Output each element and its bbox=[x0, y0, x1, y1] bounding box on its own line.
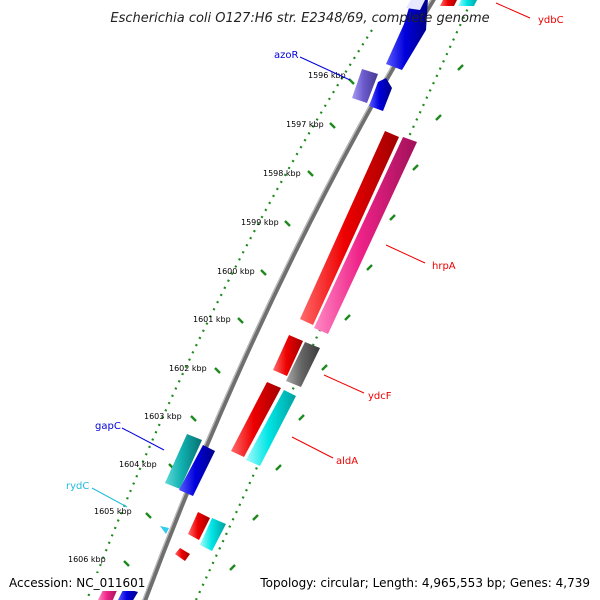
genome-summary: Topology: circular; Length: 4,965,553 bp… bbox=[259, 576, 590, 590]
gene-arrow-azoR[interactable] bbox=[369, 78, 392, 111]
kbp-label: 1602 kbp bbox=[169, 364, 207, 373]
kbp-label: 1605 kbp bbox=[94, 507, 132, 516]
gene-arrow-aldA[interactable] bbox=[246, 390, 296, 466]
gene-arrow-cyan-lower[interactable] bbox=[200, 518, 226, 551]
gene-arrow-slate[interactable] bbox=[352, 69, 378, 103]
kbp-label: 1596 kbp bbox=[308, 71, 346, 80]
gene-arrow-ydbC[interactable] bbox=[440, 0, 458, 6]
genome-title: Escherichia coli O127:H6 str. E2348/69, … bbox=[110, 11, 489, 26]
kbp-label: 1601 kbp bbox=[193, 315, 231, 324]
gene-arrow-red-tiny[interactable] bbox=[175, 548, 190, 561]
accession-label: Accession: NC_011601 bbox=[9, 576, 145, 590]
gene-arrow-gapC[interactable] bbox=[165, 434, 202, 489]
gene-arrow-red-long[interactable] bbox=[300, 131, 399, 325]
kbp-label: 1603 kbp bbox=[144, 412, 182, 421]
gene-label-azoR[interactable]: azoR bbox=[274, 50, 298, 61]
kbp-label: 1600 kbp bbox=[217, 267, 255, 276]
gene-arrow-cyan-top[interactable] bbox=[458, 0, 478, 6]
gene-arrow-top-blue[interactable] bbox=[386, 0, 428, 70]
gene-arrow-blue-gap[interactable] bbox=[179, 445, 215, 496]
kbp-label: 1606 kbp bbox=[68, 555, 106, 564]
gene-arrow-ydcF[interactable] bbox=[286, 342, 320, 387]
gene-label-aldA[interactable]: aldA bbox=[336, 456, 358, 467]
gene-label-ydbC[interactable]: ydbC bbox=[538, 15, 564, 26]
genome-backbone-highlight bbox=[142, 0, 432, 600]
inner-tick-ring bbox=[85, 29, 373, 600]
kbp-label: 1598 kbp bbox=[263, 169, 301, 178]
gene-arrow-red-lower[interactable] bbox=[188, 512, 210, 540]
outer-tick-marks bbox=[229, 64, 464, 571]
gene-label-rydC[interactable]: rydC bbox=[66, 481, 89, 492]
kbp-label: 1604 kbp bbox=[119, 460, 157, 469]
footer-summary-bg bbox=[256, 573, 596, 591]
genome-backbone bbox=[142, 0, 436, 600]
kbp-label: 1597 kbp bbox=[286, 120, 324, 129]
gene-arrow-hrpA[interactable] bbox=[314, 137, 417, 334]
gene-arrow-rydC[interactable] bbox=[160, 526, 169, 534]
gene-arrow-top-white[interactable] bbox=[406, 0, 426, 10]
kbp-label: 1599 kbp bbox=[241, 218, 279, 227]
gene-label-ydcF[interactable]: ydcF bbox=[368, 391, 392, 402]
kbp-tick-marks bbox=[123, 78, 355, 567]
kbp-tick-labels: 1596 kbp 1597 kbp 1598 kbp 1599 kbp 1600… bbox=[68, 71, 346, 564]
gene-label-leaders bbox=[91, 2, 531, 508]
gene-arrow-red-aldA[interactable] bbox=[231, 382, 281, 457]
gene-arrow-red-small[interactable] bbox=[273, 335, 303, 376]
gene-label-hrpA[interactable]: hrpA bbox=[432, 261, 456, 272]
gene-label-gapC[interactable]: gapC bbox=[95, 421, 121, 432]
footer-accession-bg bbox=[4, 573, 146, 591]
